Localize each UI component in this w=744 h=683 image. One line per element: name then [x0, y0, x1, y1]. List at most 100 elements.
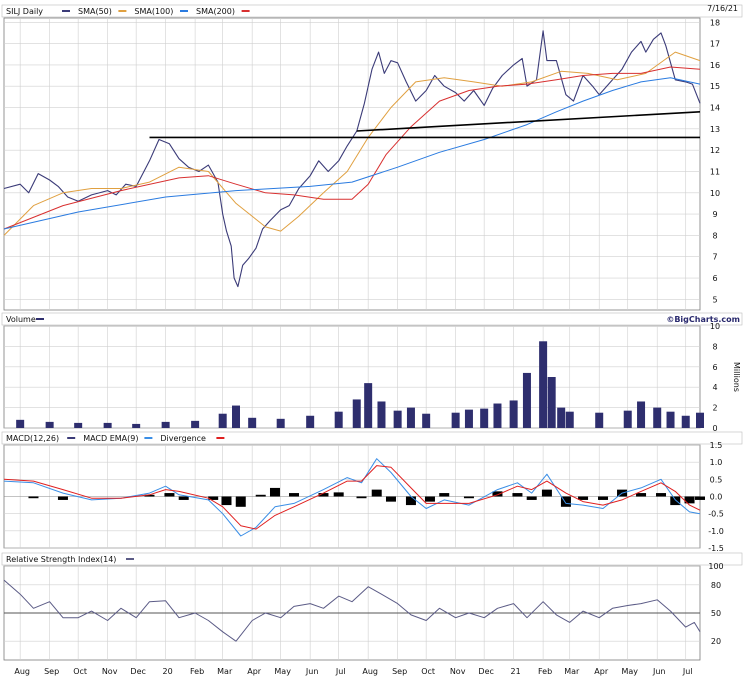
y-tick-label: 5: [712, 295, 717, 304]
sma50-line: [3, 51, 701, 236]
x-tick-label: Feb: [538, 667, 552, 676]
y-tick-label: -0.5: [708, 510, 724, 519]
trendline: [356, 111, 701, 132]
y-tick-label: 14: [710, 104, 720, 113]
x-tick-label: Dec: [478, 667, 493, 676]
volume-title: Volume: [6, 315, 36, 324]
sma200-line: [3, 77, 701, 230]
y-tick-label: 16: [710, 61, 720, 70]
y-tick-label: 6: [712, 274, 717, 283]
volume-bar: [637, 401, 646, 428]
y-tick-label: -1.0: [708, 527, 724, 536]
x-tick-label: Mar: [217, 667, 233, 676]
y-tick-label: 11: [710, 167, 720, 176]
rsi-line: [3, 579, 701, 642]
divergence-bar: [333, 492, 344, 497]
y-tick-label: 10: [710, 322, 720, 331]
panel-header-volume: [1, 312, 743, 326]
y-tick-label: 50: [711, 609, 721, 618]
divergence-bar: [371, 489, 382, 497]
volume-bar: [696, 412, 704, 428]
divergence-bar: [684, 496, 695, 504]
y-tick-label: 0.5: [710, 475, 723, 484]
y-tick-label: 100: [708, 562, 723, 571]
x-tick-label: Apr: [594, 667, 609, 676]
volume-bar: [334, 411, 343, 428]
divergence-bar: [560, 496, 571, 507]
y-tick-label: 4: [712, 383, 717, 392]
y-tick-label: 9: [712, 210, 717, 219]
divergence-bar: [695, 496, 705, 500]
divergence-bar: [385, 496, 396, 502]
watermark: ©BigCharts.com: [666, 315, 740, 324]
x-tick-label: Sep: [392, 667, 407, 676]
divergence-bar: [439, 493, 450, 497]
volume-bar: [74, 422, 83, 428]
volume-bar: [464, 409, 473, 428]
y-tick-label: 1.0: [710, 458, 723, 467]
divergence-bar: [670, 496, 681, 506]
macd-line: [3, 458, 701, 537]
x-tick-label: Nov: [450, 667, 466, 676]
divergence-bar: [405, 496, 416, 506]
divergence-bar: [463, 496, 474, 499]
panel-header-rsi: [1, 552, 743, 566]
panel-header-price: [1, 4, 743, 18]
volume-bar: [681, 415, 690, 428]
volume-bar: [191, 420, 200, 428]
volume-bar: [248, 417, 257, 428]
sma100-line: [3, 66, 701, 230]
divergence-bar: [235, 496, 246, 507]
divergence-bar: [178, 496, 189, 500]
divergence-bar: [144, 494, 155, 497]
divergence-bar: [578, 496, 589, 500]
volume-bar: [377, 401, 386, 428]
volume-bar: [547, 377, 556, 428]
y-tick-label: 20: [711, 637, 721, 646]
divergence-bar: [512, 493, 523, 497]
legend-label: Divergence: [160, 434, 206, 443]
divergence-bar: [208, 496, 219, 500]
volume-bar: [218, 413, 227, 428]
y-tick-label: 8: [712, 231, 717, 240]
divergence-bar: [289, 493, 299, 497]
legend-label: MACD EMA(9): [83, 434, 138, 443]
x-tick-label: 20: [163, 667, 173, 676]
y-tick-label: 12: [710, 146, 720, 155]
divergence-bar: [221, 496, 232, 506]
divergence-bar: [164, 493, 175, 497]
x-tick-label: Nov: [102, 667, 118, 676]
x-tick-label: Jun: [652, 667, 666, 676]
volume-bar: [522, 372, 531, 428]
x-tick-label: Apr: [247, 667, 262, 676]
volume-bar: [45, 421, 54, 428]
divergence-bar: [28, 496, 39, 499]
y-tick-label: -1.5: [708, 544, 724, 553]
y-tick-label: 2: [712, 404, 717, 413]
price-line: [3, 30, 701, 288]
divergence-bar: [541, 489, 552, 497]
volume-bar: [161, 421, 170, 428]
x-tick-label: Jul: [682, 667, 693, 676]
volume-bar: [422, 413, 431, 428]
volume-bar: [623, 410, 632, 428]
date-label: 7/16/21: [707, 4, 738, 13]
divergence-bar: [424, 496, 435, 502]
legend-label: SMA(200): [196, 7, 235, 16]
divergence-bar: [356, 496, 367, 499]
legend-label: SILJ Daily: [6, 7, 43, 16]
y-tick-label: 80: [711, 581, 721, 590]
y-tick-label: 13: [710, 125, 720, 134]
divergence-bar: [636, 493, 647, 497]
divergence-bar: [526, 496, 537, 500]
x-tick-label: Aug: [14, 667, 30, 676]
x-tick-label: Mar: [564, 667, 580, 676]
volume-bar: [103, 422, 112, 428]
x-tick-label: Oct: [73, 667, 87, 676]
volume-bar: [276, 418, 285, 428]
volume-bar: [480, 408, 489, 428]
x-tick-label: Aug: [362, 667, 378, 676]
divergence-bar: [656, 493, 667, 497]
divergence-bar: [492, 491, 503, 497]
